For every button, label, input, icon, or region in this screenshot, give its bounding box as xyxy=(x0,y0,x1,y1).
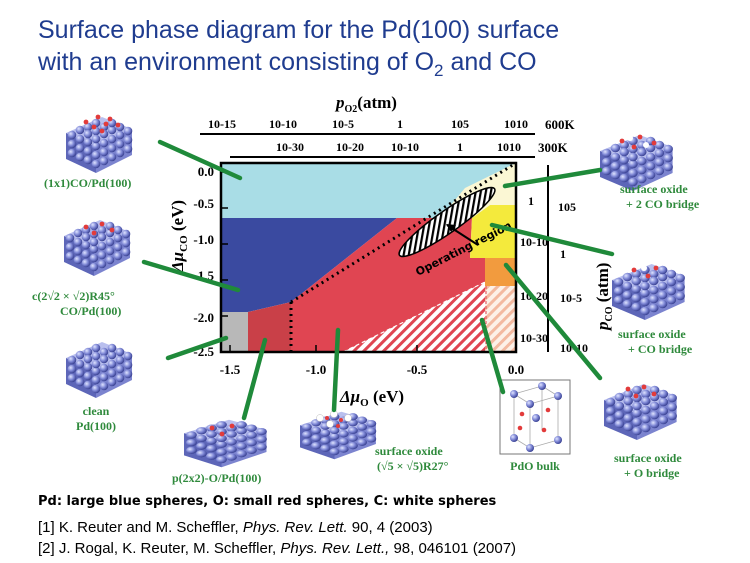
region-oxide-co-bridge xyxy=(470,205,516,258)
label-oxide-o-line1: surface oxide xyxy=(614,451,682,465)
arrow-oxide-co xyxy=(489,222,615,257)
arrow-oxide-o xyxy=(503,262,603,381)
arrow-p2x2 xyxy=(241,337,268,421)
phase-regions: Operating region xyxy=(219,161,518,354)
right-axis-title: pCO (atm) xyxy=(593,263,615,332)
structure-oxide-co-image xyxy=(612,264,685,320)
plot-frame xyxy=(219,161,518,354)
structure-oxide-root5-image xyxy=(300,410,377,460)
x-axis-title: ΔμO (eV) xyxy=(339,387,404,409)
label-oxide-2co-line2: + 2 CO bridge xyxy=(626,197,700,211)
o2-pressure-600k-tick: 10-10 xyxy=(269,117,297,131)
o2-pressure-300k-tick: 10-10 xyxy=(391,140,419,154)
arrow-oxide-root5 xyxy=(331,327,341,413)
label-c2x2-line2: CO/Pd(100) xyxy=(60,304,121,318)
region-surface-oxide xyxy=(291,218,485,352)
y-axis-left: 0.0 -0.5 -1.0 -1.5 -2.0 -2.5 ΔμCO (eV) xyxy=(168,164,228,359)
structure-p2x2-o-image xyxy=(184,419,267,468)
structure-oxide-o-image xyxy=(604,384,677,440)
x-tick-label: -0.5 xyxy=(407,362,428,377)
co-pressure-300k-tick: 10-30 xyxy=(520,331,548,345)
y-axis-title: ΔμCO (eV) xyxy=(168,200,190,273)
title-line-2-end: and CO xyxy=(443,48,537,76)
label-oxide-root5-line1: surface oxide xyxy=(375,444,443,458)
atom-legend: Pd: large blue spheres, O: small red sph… xyxy=(38,494,497,509)
arrow-clean xyxy=(165,335,229,361)
structure-c2x2-co-image xyxy=(64,220,131,276)
x-axis-bottom: -1.5 -1.0 -0.5 0.0 ΔμO (eV) xyxy=(220,345,524,409)
label-oxide-root5-line2: (√5 × √5)R27° xyxy=(377,459,449,473)
o2-pressure-300k-tick: 1 xyxy=(457,140,463,154)
o2-pressure-300k-tick: 10-20 xyxy=(336,140,364,154)
title-line-2: with an environment consisting of O2 and… xyxy=(38,46,718,87)
label-oxide-co-line1: surface oxide xyxy=(618,327,686,341)
x-tick-label: -1.5 xyxy=(220,362,241,377)
o2-pressure-600k-tick: 10-15 xyxy=(208,117,236,131)
reference-2: [2] J. Rogal, K. Reuter, M. Scheffler, P… xyxy=(38,540,517,557)
title-line-1: Surface phase diagram for the Pd(100) su… xyxy=(38,16,560,44)
structure-oxide-2co-image xyxy=(600,134,673,191)
label-clean-line1: clean xyxy=(83,404,110,418)
region-clean xyxy=(221,312,248,352)
structure-clean-image xyxy=(66,342,133,398)
arrow-pdo-bulk xyxy=(479,317,506,395)
x-tick-label: 0.0 xyxy=(508,362,524,377)
slide-title: Surface phase diagram for the Pd(100) su… xyxy=(38,14,718,87)
y-tick-label: -0.5 xyxy=(193,196,214,211)
o2-pressure-600k-tick: 105 xyxy=(451,117,469,131)
y-tick-label: -1.0 xyxy=(193,232,214,247)
y-tick-label: 0.0 xyxy=(198,164,214,179)
arrow-c2x2 xyxy=(141,259,241,293)
label-oxide-co-line2: + CO bridge xyxy=(628,342,693,356)
reference-1: [1] K. Reuter and M. Scheffler, Phys. Re… xyxy=(38,519,433,536)
region-p2x2-o xyxy=(248,302,291,352)
dotted-boundary-diagonal xyxy=(290,161,517,304)
o2-pressure-300k-tick: 10-30 xyxy=(276,140,304,154)
o2-pressure-300k-tick: 1010 xyxy=(497,140,521,154)
structure-pdo-bulk-image xyxy=(499,379,571,455)
co-pressure-600k-tick: 1 xyxy=(560,247,566,261)
region-c2x2-co xyxy=(221,218,397,312)
label-p2x2-o: p(2x2)-O/Pd(100) xyxy=(172,471,261,485)
structure-illustrations xyxy=(64,114,685,468)
label-oxide-2co-line1: surface oxide xyxy=(620,182,688,196)
temperature-300k: 300K xyxy=(538,140,569,155)
pointer-arrows xyxy=(141,139,615,421)
label-clean-line2: Pd(100) xyxy=(76,419,116,433)
o2-pressure-600k-tick: 1 xyxy=(397,117,403,131)
phase-labels: (1x1)CO/Pd(100) c(2√2 × √2)R45° CO/Pd(10… xyxy=(32,176,700,485)
o2-pressure-600k-tick: 1010 xyxy=(504,117,528,131)
operating-region-ellipse xyxy=(398,186,496,258)
o2-pressure-600k-tick: 10-5 xyxy=(332,117,354,131)
co-pressure-600k-tick: 105 xyxy=(558,200,576,214)
structure-co-1x1-image xyxy=(66,114,133,173)
co-pressure-600k-tick: 10-5 xyxy=(560,291,582,305)
top-axis-title: pO2(atm) xyxy=(334,93,397,115)
title-subscript: 2 xyxy=(434,61,444,80)
label-c2x2-line1: c(2√2 × √2)R45° xyxy=(32,289,115,303)
label-oxide-o-line2: + O bridge xyxy=(624,466,680,480)
arrow-co-1x1 xyxy=(157,139,243,181)
arrow-oxide-2co xyxy=(502,167,603,189)
label-co-1x1: (1x1)CO/Pd(100) xyxy=(44,176,131,190)
label-pdo-bulk: PdO bulk xyxy=(510,459,560,473)
right-pressure-axes: 1 10-10 10-20 10-30 105 1 10-5 10-10 pCO… xyxy=(520,165,615,355)
co-pressure-300k-tick: 1 xyxy=(528,194,534,208)
x-tick-label: -1.0 xyxy=(306,362,327,377)
top-pressure-axes: pO2(atm) 10-15 10-10 10-5 1 105 1010 600… xyxy=(200,93,576,158)
title-line-2-text: with an environment consisting of O xyxy=(38,48,435,76)
y-tick-label: -2.0 xyxy=(193,310,214,325)
temperature-600k: 600K xyxy=(545,117,576,132)
